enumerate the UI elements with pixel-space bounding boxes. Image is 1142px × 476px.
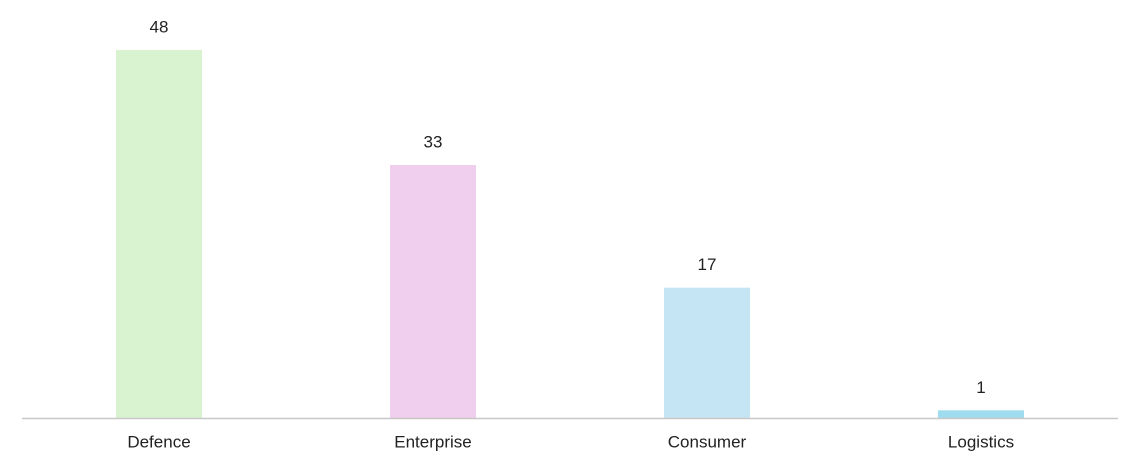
x-tick-label: Enterprise xyxy=(394,432,471,451)
x-tick-label: Consumer xyxy=(668,432,747,451)
value-label: 33 xyxy=(424,132,443,151)
bar xyxy=(664,287,750,418)
value-label: 1 xyxy=(976,378,985,397)
value-label: 48 xyxy=(150,17,169,36)
bar xyxy=(116,50,202,418)
bar xyxy=(390,165,476,418)
bar xyxy=(938,410,1024,418)
x-tick-label: Logistics xyxy=(948,432,1014,451)
x-tick-label: Defence xyxy=(127,432,190,451)
value-label: 17 xyxy=(698,255,717,274)
